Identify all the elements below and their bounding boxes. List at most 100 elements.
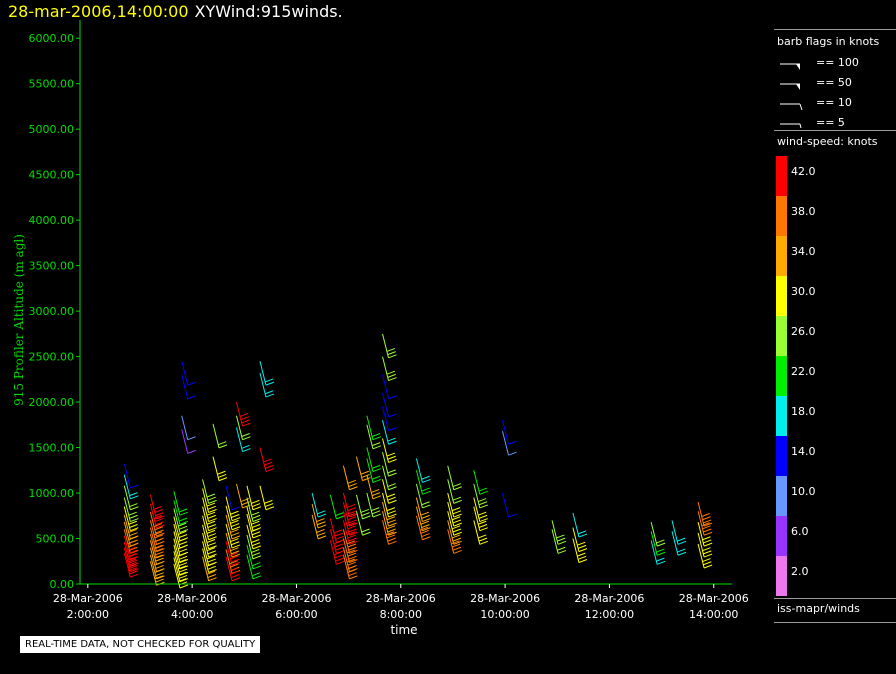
panel-separator (774, 598, 896, 599)
wind-barb (329, 529, 345, 554)
wind-barb (259, 485, 275, 511)
wind-barb (502, 420, 517, 445)
y-tick-label: 1500.00 (29, 442, 75, 455)
wind-barb (235, 427, 251, 453)
wind-barb (173, 491, 189, 516)
wind-barb (202, 488, 217, 513)
flag-legend-label: == 100 (816, 56, 859, 69)
wind-barb (173, 500, 189, 525)
wind-barb (173, 557, 189, 583)
wind-barb (123, 552, 139, 578)
wind-barb (246, 554, 262, 580)
flag-legend-row: == 10 (774, 96, 894, 114)
wind-barb (149, 533, 165, 559)
x-tick-label-date: 28-Mar-2006 (261, 592, 331, 605)
x-tick-label-date: 28-Mar-2006 (679, 592, 749, 605)
panel-separator (774, 622, 896, 623)
wind-barb (382, 520, 397, 545)
x-tick-label-time: 2:00:00 (67, 608, 109, 621)
colorbar-swatch (776, 156, 787, 196)
wind-barb (202, 524, 217, 550)
colorbar-swatch (776, 316, 787, 356)
wind-barb (173, 544, 189, 570)
wind-barb (382, 502, 397, 527)
x-tick-label-date: 28-Mar-2006 (366, 592, 436, 605)
colorbar-label: 38.0 (791, 205, 816, 218)
wind-barb (311, 514, 327, 540)
wind-barb (173, 523, 189, 549)
wind-barb (447, 479, 462, 504)
wind-barb (697, 543, 713, 569)
wind-barb (447, 511, 462, 536)
y-tick-label: 5000.00 (29, 123, 75, 136)
barb-flag-icon (780, 103, 803, 111)
flag-legend-label: == 50 (816, 76, 852, 89)
wind-barb (149, 512, 165, 537)
wind-barb (551, 520, 567, 545)
wind-barb (342, 511, 358, 536)
wind-barb (366, 447, 382, 473)
wind-barb (173, 538, 189, 563)
wind-barb (329, 518, 345, 543)
barb-flag-icon (780, 83, 800, 90)
y-tick-label: 2000.00 (29, 396, 75, 409)
wind-barb (225, 496, 241, 522)
wind-barb (246, 544, 262, 570)
x-tick-label-date: 28-Mar-2006 (574, 592, 644, 605)
wind-barb (415, 470, 431, 495)
quality-warning: REAL-TIME DATA, NOT CHECKED FOR QUALITY (20, 636, 261, 653)
y-tick-label: 500.00 (36, 533, 75, 546)
flag-legend-label: == 10 (816, 96, 852, 109)
wind-barb (366, 415, 382, 441)
y-tick-label: 4500.00 (29, 169, 75, 182)
wind-barb (246, 513, 262, 539)
colorbar-label: 14.0 (791, 445, 816, 458)
wind-barb (366, 474, 382, 500)
chart-header: 28-mar-2006,14:00:00 XYWind:915winds. (8, 2, 343, 21)
wind-barb (473, 470, 488, 495)
wind-barb (697, 532, 713, 558)
axes-layer: 0.00 500.00 1000.00 1500.00 2000.00 2500.00 30… (29, 20, 749, 621)
colorbar-swatch (776, 516, 787, 556)
wind-barb (149, 503, 165, 529)
wind-barb (225, 541, 241, 566)
x-tick-label-time: 12:00:00 (585, 608, 634, 621)
wind-barb (671, 520, 687, 545)
colorbar-label: 18.0 (791, 405, 816, 418)
wind-barb (225, 523, 241, 549)
flag-legend-row: == 50 (774, 76, 894, 94)
wind-barb (447, 529, 462, 554)
wind-barb (650, 531, 666, 556)
wind-barb (235, 415, 251, 441)
wind-barb (329, 540, 345, 565)
wind-barb (382, 392, 397, 418)
wind-barb (342, 554, 358, 580)
wind-barb (246, 534, 262, 560)
wind-barb (572, 527, 588, 553)
flags-title: barb flags in knots (777, 35, 880, 48)
y-tick-label: 3000.00 (29, 305, 75, 318)
wind-barb (355, 456, 371, 482)
wind-barb (650, 522, 666, 547)
wind-barb (382, 465, 397, 491)
wind-barb (202, 515, 217, 541)
wind-barb (181, 415, 196, 441)
colorbar-swatch (776, 276, 787, 316)
chart-datetime: 28-mar-2006,14:00:00 (8, 2, 189, 21)
wind-barb (149, 494, 165, 520)
wind-barb (212, 423, 228, 449)
colorbar-swatch (776, 356, 787, 396)
y-tick-label: 6000.00 (29, 32, 75, 45)
wind-barb (246, 524, 262, 550)
wind-barb (502, 431, 517, 456)
legend-panel: barb flags in knots == 100 == 50 == 10 == 5… (774, 0, 896, 674)
wind-barb (181, 361, 196, 386)
wind-barb (366, 458, 382, 483)
x-axis-label: time (390, 623, 417, 637)
data-source-label: iss-mapr/winds (777, 602, 860, 615)
wind-barb (173, 551, 189, 576)
wind-barb (342, 502, 358, 527)
wind-barb (342, 465, 358, 491)
y-axis-label: 915 Profiler Altitude (m agl) (12, 234, 26, 406)
x-tick-label-time: 6:00:00 (275, 608, 317, 621)
